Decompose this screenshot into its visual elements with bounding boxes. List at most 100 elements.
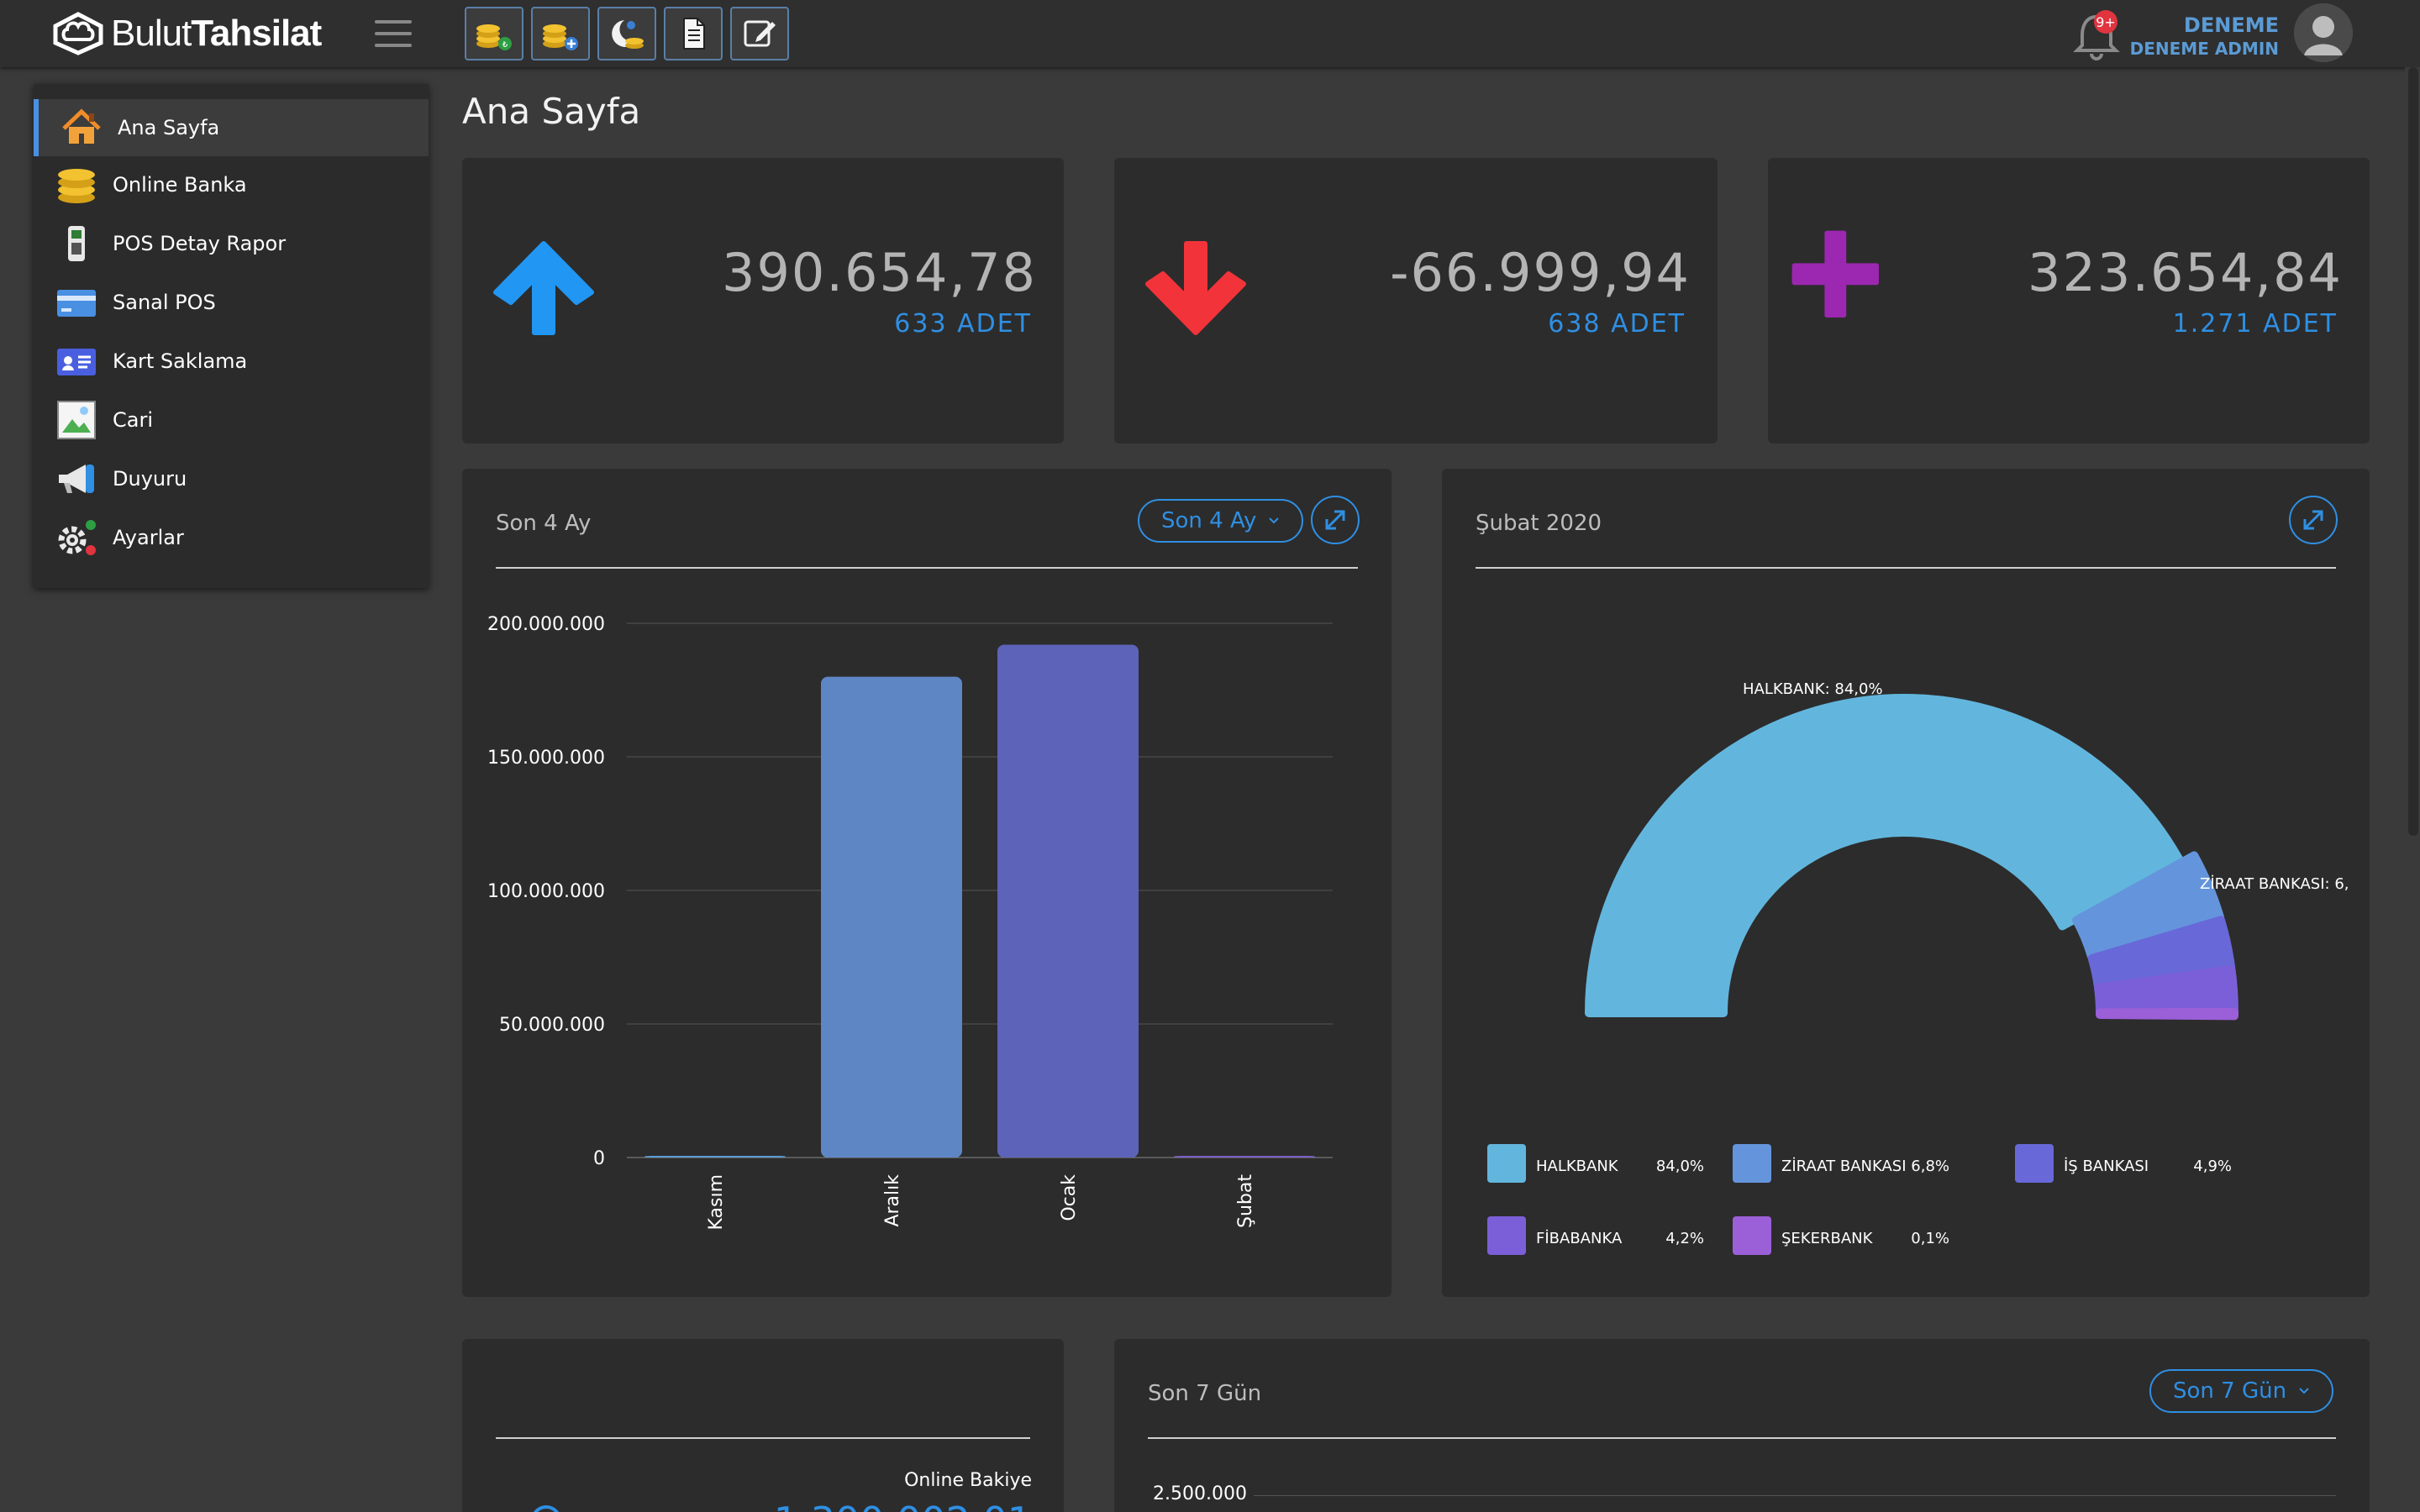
sidebar-item-cari[interactable]: Cari: [34, 391, 429, 449]
sidebar-item-label: Sanal POS: [113, 291, 216, 314]
coins-tl-button[interactable]: ₺: [465, 7, 523, 60]
gridline: [1254, 1495, 2336, 1496]
panel-divider: [1148, 1437, 2336, 1439]
sidebar-item-label: Duyuru: [113, 467, 187, 491]
y-tick-label: 0: [593, 1148, 605, 1169]
menu-toggle-icon[interactable]: [375, 20, 412, 47]
user-role: DENEME ADMIN: [2129, 39, 2279, 59]
sidebar-item-label: Ana Sayfa: [118, 116, 220, 139]
sidebar-item-label: Cari: [113, 408, 153, 432]
expand-button[interactable]: [2289, 496, 2338, 544]
expand-icon: [1325, 510, 1345, 530]
panel-title: Son 4 Ay: [496, 511, 592, 536]
megaphone-icon: [55, 458, 97, 500]
user-name: DENEME: [2183, 13, 2279, 37]
legend-value: 4,9%: [2193, 1158, 2232, 1175]
wallet-icon: [534, 1505, 559, 1512]
user-avatar-icon: [2294, 3, 2353, 62]
bar: [997, 644, 1139, 1158]
arrow-up-icon: [493, 241, 594, 335]
sidebar-item-label: Ayarlar: [113, 526, 184, 549]
sidebar-item-kart-saklama[interactable]: Kart Saklama: [34, 333, 429, 390]
y-tick-label: 100.000.000: [487, 881, 605, 902]
bar-chart: 0 50.000.000 100.000.000 150.000.000 200.000…: [487, 614, 1333, 1231]
panel-title: Son 7 Gün: [1148, 1381, 1262, 1406]
y-tick-label: 50.000.000: [499, 1015, 605, 1036]
page-scrollbar[interactable]: [2405, 67, 2420, 1512]
legend-swatch: [1487, 1216, 1526, 1255]
bell-icon: 9+: [2073, 10, 2120, 60]
plus-icon: [1791, 230, 1879, 318]
weekly-chart-panel: Son 7 Gün Son 7 Gün 2.500.000: [1114, 1339, 2370, 1512]
x-tick-label: Ocak: [1059, 1174, 1080, 1221]
legend-value: 84,0%: [1656, 1158, 1704, 1175]
y-tick-label: 150.000.000: [487, 748, 605, 769]
svg-text:₺: ₺: [502, 40, 508, 50]
period-dropdown[interactable]: Son 4 Ay: [1138, 499, 1304, 543]
report-button[interactable]: [664, 7, 723, 60]
notifications-button[interactable]: 9+: [2067, 5, 2126, 62]
panel-divider: [1476, 567, 2336, 569]
panel-divider: [496, 567, 1358, 569]
dropdown-label: Son 4 Ay: [1161, 508, 1257, 533]
brand-logo[interactable]: BulutTahsilat: [50, 10, 322, 57]
stat-count: 633 ADET: [894, 309, 1032, 339]
stat-card-outgoing: -66.999,94 638 ADET: [1114, 158, 1718, 444]
scrollbar-thumb[interactable]: [2408, 67, 2418, 836]
moon-coins-button[interactable]: [597, 7, 656, 60]
sidebar-item-ana-sayfa[interactable]: Ana Sayfa: [34, 99, 429, 156]
legend-swatch: [1487, 1144, 1526, 1183]
bar: [644, 1156, 786, 1158]
coins-add-button[interactable]: [531, 7, 590, 60]
legend-value: 0,1%: [1911, 1230, 1949, 1247]
image-icon: [55, 399, 97, 441]
stat-card-incoming: 390.654,78 633 ADET: [462, 158, 1064, 444]
edit-button[interactable]: [730, 7, 789, 60]
gear-icon: [55, 517, 97, 559]
pos-terminal-icon: [55, 223, 97, 265]
credit-card-icon: [55, 281, 97, 323]
legend-value: 4,2%: [1665, 1230, 1704, 1247]
notification-badge: 9+: [2096, 14, 2116, 30]
id-card-icon: [55, 340, 97, 382]
user-menu[interactable]: DENEME DENEME ADMIN: [2130, 13, 2279, 59]
x-tick-label: Aralık: [882, 1174, 903, 1227]
legend-swatch: [1733, 1216, 1771, 1255]
sidebar-item-pos-detay-rapor[interactable]: POS Detay Rapor: [34, 215, 429, 272]
x-tick-label: Kasım: [706, 1174, 727, 1231]
legend-swatch: [1733, 1144, 1771, 1183]
sidebar-item-label: Kart Saklama: [113, 349, 248, 373]
stat-value: -66.999,94: [1390, 242, 1691, 303]
edit-icon: [744, 20, 776, 47]
legend-label: FİBABANKA: [1536, 1230, 1623, 1247]
expand-button[interactable]: [1311, 496, 1360, 544]
arrow-down-icon: [1145, 241, 1246, 335]
sidebar-item-ayarlar[interactable]: Ayarlar: [34, 509, 429, 566]
toolbar: ₺: [465, 7, 789, 60]
sidebar-item-duyuru[interactable]: Duyuru: [34, 450, 429, 507]
stat-count: 1.271 ADET: [2172, 309, 2338, 339]
sidebar-item-sanal-pos[interactable]: Sanal POS: [34, 274, 429, 331]
sidebar-item-online-banka[interactable]: Online Banka: [34, 156, 429, 213]
coins-tl-icon: ₺: [476, 24, 512, 50]
legend-value: 6,8%: [1911, 1158, 1949, 1175]
moon-coins-icon: [612, 20, 644, 49]
y-tick-label: 200.000.000: [487, 614, 605, 635]
cloud-logo-icon: [53, 12, 103, 55]
slice-callout: HALKBANK: 84,0%: [1743, 680, 1883, 698]
stat-card-net: 323.654,84 1.271 ADET: [1768, 158, 2370, 444]
donut-slice: [1585, 694, 2185, 1017]
legend-label: ŞEKERBANK: [1781, 1230, 1874, 1247]
top-bar: BulutTahsilat ₺: [0, 0, 2420, 67]
bank-share-panel: Şubat 2020 HALKBANK: 84,0% ZİRAAT BANKASI…: [1442, 469, 2370, 1297]
stat-value: 390.654,78: [722, 242, 1037, 303]
period-dropdown[interactable]: Son 7 Gün: [2149, 1369, 2334, 1413]
balance-label: Online Bakiye: [904, 1470, 1032, 1491]
page-title: Ana Sayfa: [462, 91, 641, 132]
chevron-down-icon: [1269, 517, 1280, 524]
legend-swatch: [2015, 1144, 2054, 1183]
donut-slice: [2095, 1007, 2238, 1021]
sidebar: Ana Sayfa Online Banka POS Detay Rapor S…: [34, 84, 429, 588]
avatar[interactable]: [2294, 3, 2353, 62]
